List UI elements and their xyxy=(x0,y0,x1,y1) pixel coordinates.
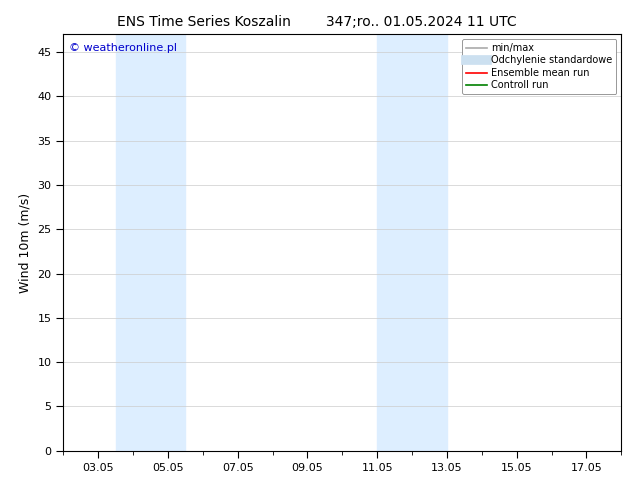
Legend: min/max, Odchylenie standardowe, Ensemble mean run, Controll run: min/max, Odchylenie standardowe, Ensembl… xyxy=(462,39,616,94)
Text: © weatheronline.pl: © weatheronline.pl xyxy=(69,43,177,52)
Bar xyxy=(377,34,447,451)
Y-axis label: Wind 10m (m/s): Wind 10m (m/s) xyxy=(19,193,32,293)
Text: ENS Time Series Koszalin        347;ro.. 01.05.2024 11 UTC: ENS Time Series Koszalin 347;ro.. 01.05.… xyxy=(117,15,517,29)
Bar xyxy=(115,34,185,451)
